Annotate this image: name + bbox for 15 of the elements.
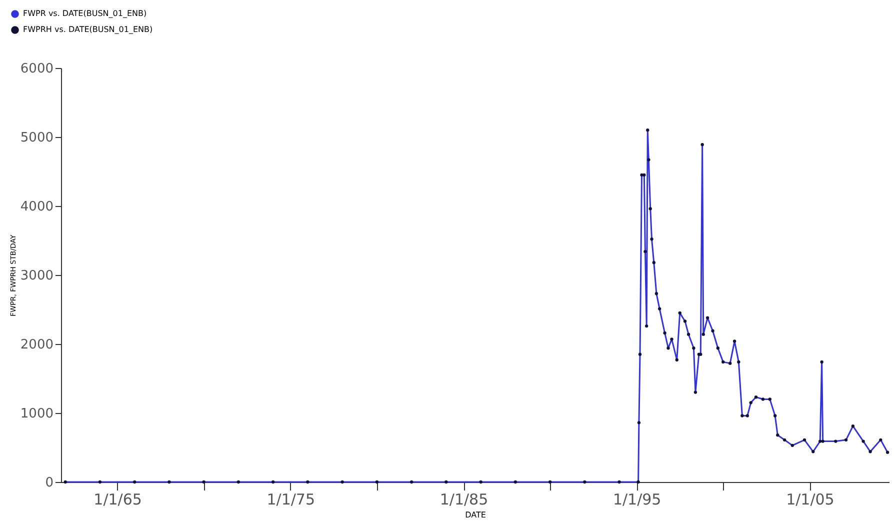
x-tick-label: 1/1/95 bbox=[612, 490, 662, 508]
x-tick-label: 1/1/85 bbox=[440, 490, 488, 508]
x-tick-label: 1/1/75 bbox=[266, 490, 316, 508]
y-tick-label: 6000 bbox=[20, 62, 54, 76]
y-tick-label: 3000 bbox=[20, 268, 54, 284]
x-axis-title: DATE bbox=[465, 510, 486, 520]
x-tick-label: 1/1/65 bbox=[94, 490, 142, 508]
y-tick-label: 2000 bbox=[20, 338, 54, 352]
y-tick-label: 1000 bbox=[20, 406, 54, 422]
y-tick-label: 0 bbox=[45, 476, 54, 490]
x-tick-label: 1/1/05 bbox=[786, 490, 834, 508]
legend-label: FWPR vs. DATE(BUSN_01_ENB) bbox=[23, 9, 147, 18]
y-tick-label: 4000 bbox=[20, 200, 54, 214]
y-tick-label: 5000 bbox=[20, 130, 54, 146]
legend-label: FWPRH vs. DATE(BUSN_01_ENB) bbox=[23, 25, 153, 34]
